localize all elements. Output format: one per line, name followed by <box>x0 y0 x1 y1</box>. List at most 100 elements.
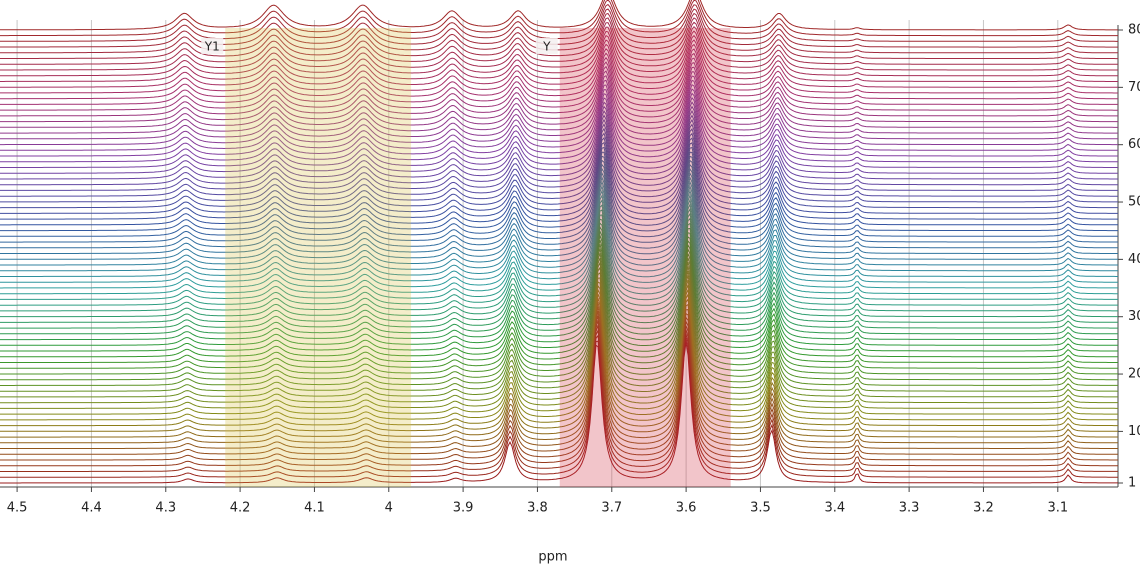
spectrum-trace <box>0 184 1118 283</box>
spectrum-trace <box>0 167 1119 260</box>
spectra <box>0 0 1119 484</box>
spectrum-trace <box>0 8 1118 54</box>
spectrum-trace <box>0 292 1118 421</box>
x-tick-label: 3.5 <box>750 501 771 516</box>
spectrum-trace <box>0 221 1118 329</box>
spectrum-trace <box>0 328 1118 467</box>
spectrum-trace <box>0 297 1118 427</box>
spectrum-trace <box>0 114 1118 191</box>
spectrum-trace <box>0 52 1118 111</box>
spectrum-trace <box>0 302 1118 432</box>
spectrum-trace <box>0 0 1118 37</box>
spectrum-trace <box>0 189 1118 289</box>
spectrum-trace <box>0 171 1118 266</box>
x-tick-label: 4.5 <box>7 501 28 516</box>
y-tick-label: 20 <box>1128 367 1140 382</box>
spectrum-trace <box>0 88 1118 157</box>
spectrum-trace <box>0 270 1119 392</box>
spectrum-trace <box>0 155 1118 243</box>
spectrum-trace <box>0 12 1118 60</box>
spectrum-trace <box>0 319 1118 455</box>
spectrum-trace <box>0 61 1118 123</box>
spectrum-trace <box>0 141 1118 226</box>
spectrum-trace <box>0 74 1118 140</box>
spectrum-trace <box>0 118 1118 197</box>
spectrum-trace <box>0 65 1118 128</box>
spectrum-trace <box>0 163 1118 254</box>
spectrum-trace <box>0 48 1118 105</box>
spectrum-trace <box>0 132 1118 214</box>
spectrum-trace <box>0 325 1118 461</box>
spectrum-trace <box>0 180 1118 277</box>
spectrum-trace <box>0 243 1118 358</box>
spectrum-trace <box>0 92 1118 163</box>
spectrum-trace <box>0 39 1118 94</box>
x-tick-label: 3.7 <box>601 501 622 516</box>
x-tick-label: 4.1 <box>304 501 325 516</box>
spectrum-trace <box>0 233 1118 346</box>
x-tick-label: 4 <box>385 501 393 516</box>
spectrum-trace <box>0 79 1118 146</box>
spectrum-trace <box>0 21 1118 71</box>
spectrum-trace <box>0 337 1118 478</box>
x-tick-label: 3.1 <box>1047 501 1068 516</box>
spectrum-trace <box>0 287 1118 415</box>
x-tick-label: 3.9 <box>453 501 474 516</box>
spectrum-trace <box>0 123 1118 203</box>
spectrum-trace <box>0 342 1118 484</box>
x-tick-label: 4.2 <box>230 501 251 516</box>
spectrum-trace <box>0 0 1118 31</box>
spectrum-trace <box>0 193 1118 295</box>
spectrum-trace <box>0 253 1118 369</box>
spectrum-trace <box>0 310 1118 444</box>
region <box>225 28 412 487</box>
spectrum-trace <box>0 266 1118 386</box>
x-tick-label: 4.4 <box>81 501 102 516</box>
y-tick-label: 10 <box>1128 424 1140 439</box>
region-label: Y1 <box>204 40 220 54</box>
y-tick-label: 50 <box>1128 195 1140 210</box>
spectrum-trace <box>0 225 1118 335</box>
spectrum-trace <box>0 315 1118 449</box>
spectrum-trace <box>0 56 1118 117</box>
spectrum-trace <box>0 146 1118 232</box>
spectrum-trace <box>0 333 1118 472</box>
spectrum-trace <box>0 0 1118 42</box>
spectrum-trace <box>0 306 1118 438</box>
region-label-bg <box>535 38 558 54</box>
y-tick-label: 60 <box>1128 137 1140 152</box>
y-tick-label: 70 <box>1128 80 1140 95</box>
y-tick-label: 1 <box>1128 476 1136 491</box>
x-tick-label: 3.4 <box>824 501 845 516</box>
spectrum-trace <box>0 275 1118 398</box>
y-tick-label: 80 <box>1128 23 1140 38</box>
x-tick-label: 3.3 <box>899 501 920 516</box>
spectrum-trace <box>0 217 1118 323</box>
y-tick-label: 40 <box>1128 252 1140 267</box>
spectrum-trace <box>0 30 1118 82</box>
x-tick-label: 4.3 <box>155 501 176 516</box>
spectrum-trace <box>0 101 1118 174</box>
spectrum-trace <box>0 279 1118 404</box>
spectrum-trace <box>0 159 1118 249</box>
spectrum-trace <box>0 207 1118 312</box>
spectrum-trace <box>0 239 1118 352</box>
spectrum-trace <box>0 198 1118 300</box>
spectrum-trace <box>0 127 1118 209</box>
spectrum-trace <box>0 105 1118 180</box>
spectrum-trace <box>0 229 1118 341</box>
x-tick-label: 3.2 <box>973 501 994 516</box>
spectrum-trace <box>0 176 1118 272</box>
spectrum-trace <box>0 25 1118 77</box>
region <box>559 28 731 487</box>
spectrum-trace <box>0 70 1118 134</box>
spectrum-trace <box>0 247 1118 363</box>
spectrum-trace <box>0 3 1118 48</box>
region-label: Y <box>542 40 551 54</box>
spectrum-trace <box>0 284 1118 409</box>
spectrum-trace <box>0 137 1118 220</box>
x-axis-label: ppm <box>538 550 567 565</box>
spectrum-trace <box>0 96 1118 168</box>
spectrum-trace <box>0 109 1118 186</box>
